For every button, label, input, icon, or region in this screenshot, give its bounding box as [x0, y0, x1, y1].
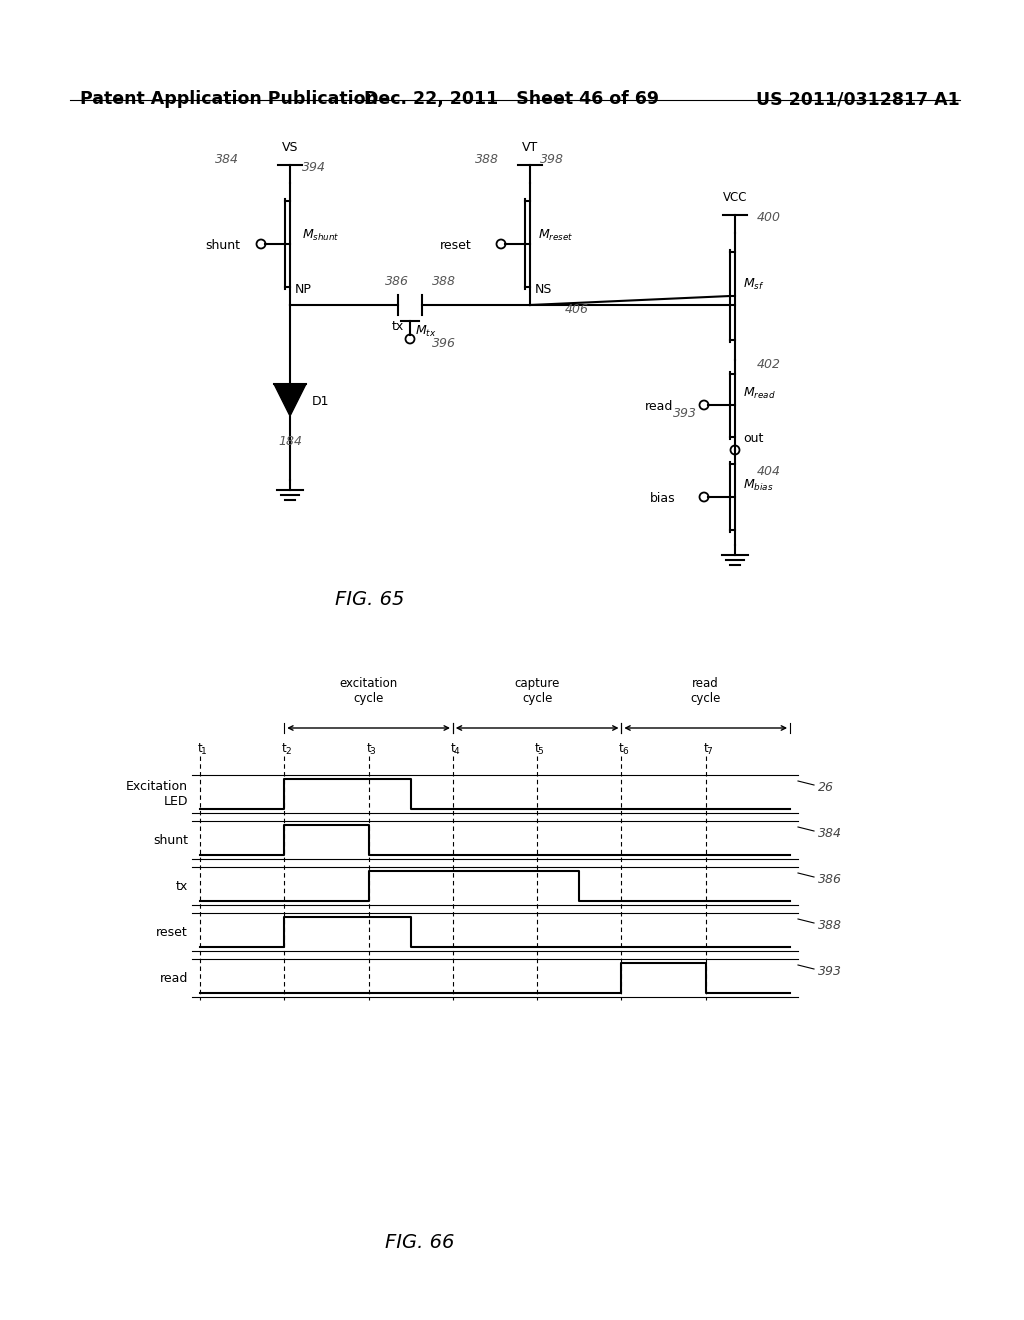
Text: bias: bias — [650, 492, 676, 506]
Text: D1: D1 — [312, 395, 330, 408]
Text: 6: 6 — [622, 747, 628, 755]
Text: out: out — [743, 432, 763, 445]
Text: read
cycle: read cycle — [690, 677, 721, 705]
Text: 388: 388 — [475, 153, 499, 166]
Text: $M_{tx}$: $M_{tx}$ — [415, 323, 436, 339]
Text: read: read — [160, 972, 188, 985]
Text: 384: 384 — [215, 153, 239, 166]
Text: VCC: VCC — [723, 191, 748, 205]
Text: tx: tx — [176, 879, 188, 892]
Text: 398: 398 — [540, 153, 564, 166]
Text: 184: 184 — [278, 436, 302, 447]
Text: 386: 386 — [385, 275, 409, 288]
Text: Excitation
LED: Excitation LED — [126, 780, 188, 808]
Text: Patent Application Publication: Patent Application Publication — [80, 90, 378, 108]
Text: 384: 384 — [818, 828, 842, 840]
Text: $M_{read}$: $M_{read}$ — [743, 385, 776, 401]
Text: VT: VT — [522, 141, 539, 154]
Text: 5: 5 — [538, 747, 544, 755]
Text: Dec. 22, 2011   Sheet 46 of 69: Dec. 22, 2011 Sheet 46 of 69 — [365, 90, 659, 108]
Text: 386: 386 — [818, 873, 842, 886]
Text: 2: 2 — [285, 747, 291, 755]
Text: shunt: shunt — [205, 239, 240, 252]
Text: FIG. 66: FIG. 66 — [385, 1233, 455, 1251]
Text: NP: NP — [295, 282, 312, 296]
Polygon shape — [274, 384, 306, 416]
Text: VS: VS — [282, 141, 299, 154]
Text: $M_{bias}$: $M_{bias}$ — [743, 478, 773, 494]
Text: t: t — [620, 742, 624, 755]
Text: excitation
cycle: excitation cycle — [339, 677, 397, 705]
Text: 26: 26 — [818, 781, 834, 795]
Text: 1: 1 — [201, 747, 207, 755]
Text: 7: 7 — [707, 747, 712, 755]
Text: reset: reset — [440, 239, 472, 252]
Text: NS: NS — [535, 282, 552, 296]
Text: 388: 388 — [818, 919, 842, 932]
Text: 388: 388 — [432, 275, 456, 288]
Text: capture
cycle: capture cycle — [514, 677, 560, 705]
Text: shunt: shunt — [153, 833, 188, 846]
Text: US 2011/0312817 A1: US 2011/0312817 A1 — [757, 90, 961, 108]
Text: 402: 402 — [757, 358, 781, 371]
Text: 406: 406 — [565, 304, 589, 315]
Text: 396: 396 — [432, 337, 456, 350]
Text: 4: 4 — [454, 747, 459, 755]
Text: read: read — [645, 400, 674, 413]
Text: 394: 394 — [302, 161, 326, 174]
Text: t: t — [703, 742, 708, 755]
Text: reset: reset — [157, 925, 188, 939]
Text: t: t — [451, 742, 456, 755]
Text: tx: tx — [392, 319, 404, 333]
Text: $M_{reset}$: $M_{reset}$ — [538, 228, 573, 243]
Text: t: t — [367, 742, 371, 755]
Text: 3: 3 — [370, 747, 375, 755]
Text: 393: 393 — [673, 407, 697, 420]
Text: $M_{sf}$: $M_{sf}$ — [743, 277, 765, 292]
Text: FIG. 65: FIG. 65 — [335, 590, 404, 609]
Text: t: t — [535, 742, 540, 755]
Text: t: t — [282, 742, 287, 755]
Text: 393: 393 — [818, 965, 842, 978]
Text: t: t — [198, 742, 203, 755]
Text: 400: 400 — [757, 211, 781, 224]
Text: $M_{shunt}$: $M_{shunt}$ — [302, 228, 340, 243]
Text: 404: 404 — [757, 465, 781, 478]
